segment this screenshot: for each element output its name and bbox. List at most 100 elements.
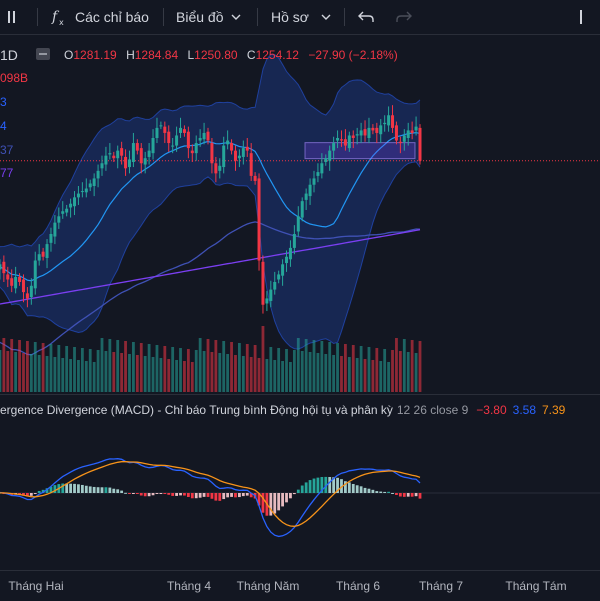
volume-bar [18,340,21,392]
candle-body [387,115,391,126]
macd-histogram-bar [241,493,245,497]
volume-bar [351,345,355,392]
toolbar-divider [37,8,38,26]
volume-bar [234,355,237,392]
volume-bar [45,356,49,392]
candle-body [245,146,249,151]
macd-histogram-bar [151,493,155,496]
open-label: O [64,48,74,62]
profile-button[interactable]: Hồ sơ [271,9,309,25]
macd-histogram-bar [112,488,116,493]
chart-type-button[interactable]: Biểu đồ [176,9,224,25]
chevron-down-icon[interactable] [320,0,332,34]
macd-histogram-bar [124,492,127,494]
volume-bar [143,356,147,392]
macd-histogram-bar [347,482,351,493]
macd-histogram-bar [234,493,237,498]
hide-series-icon[interactable] [36,48,50,60]
volume-bar [320,341,324,392]
candle-body [277,274,281,280]
candle-body [414,126,418,131]
candle-body [339,139,343,141]
volume-bar [222,341,226,392]
candle-body [253,175,257,181]
candle-body [112,155,116,159]
volume-bar [292,350,296,392]
macd-histogram-bar [29,493,33,496]
macd-histogram-bar [273,493,277,514]
macd-histogram-bar [289,493,292,499]
volume-bar [194,350,198,392]
volume-bar [387,362,390,392]
volume-bar [383,349,387,392]
volume-bar [406,352,410,392]
volume-bar [398,351,402,392]
sidebar-toggle-icon[interactable] [4,0,20,34]
volume-bar [347,357,351,392]
macd-signal-value: 7.39 [542,403,566,417]
volume-bar [285,349,288,392]
chevron-down-icon[interactable] [230,0,242,34]
candle-body [324,158,328,162]
macd-histogram-bar [308,480,312,493]
macd-histogram-bar [143,493,147,497]
macd-histogram-bar [406,493,410,497]
candle-body [391,115,395,128]
macd-histogram-bar [281,493,284,507]
candle-body [2,261,6,274]
candle-body [336,138,340,141]
macd-histogram-bar [77,484,80,493]
macd-histogram-bar [355,485,359,493]
volume-bar [10,339,14,392]
macd-histogram-bar [22,493,25,496]
candle-body [241,148,245,157]
macd-histogram-bar [296,489,300,493]
macd-histogram-bar [69,483,72,493]
time-axis[interactable]: Tháng Hai Tháng 4 Tháng Năm Tháng 6 Thán… [0,570,600,601]
macd-histogram-bar [26,493,29,497]
volume-bar [186,349,190,392]
candle-body [237,155,241,159]
volume-bar [226,354,230,392]
interval-label[interactable]: 1D [0,47,18,63]
volume-bar [151,357,155,392]
macd-histogram-bar [332,477,336,493]
macd-histogram-bar [84,485,88,493]
candle-body [328,150,332,161]
candle-body [33,260,37,289]
macd-histogram-bar [139,493,143,496]
candle-body [73,197,77,207]
candle-body [273,282,277,290]
macd-histogram-bar [171,493,175,496]
volume-bar [6,351,10,392]
toolbar-divider [344,8,345,26]
volume-bar [171,347,175,392]
candle-body [49,234,53,243]
volume-bar [375,348,379,392]
macd-histogram-bar [226,493,230,498]
volume-bar [265,359,269,392]
volume-bar [33,342,37,392]
undo-icon[interactable] [356,0,376,34]
macd-histogram-bar [320,477,324,493]
candle-body [65,208,69,213]
pane-divider[interactable] [0,394,600,395]
candle-body [186,131,190,149]
bollinger-lower-line [0,161,421,350]
redo-icon[interactable] [394,0,414,34]
macd-histogram-bar [206,493,210,497]
candle-body [351,135,355,138]
more-icon[interactable] [574,0,588,34]
volume-bar [88,349,92,392]
macd-histogram-bar [391,492,394,494]
macd-histogram-bar [367,488,371,493]
candle-body [124,156,128,169]
macd-histogram-bar [159,493,163,494]
indicators-button[interactable]: Các chỉ báo [75,9,149,25]
candle-body [104,155,108,165]
volume-bar [132,342,135,392]
macd-line-value: 3.58 [512,403,536,417]
volume-bar [332,355,336,392]
